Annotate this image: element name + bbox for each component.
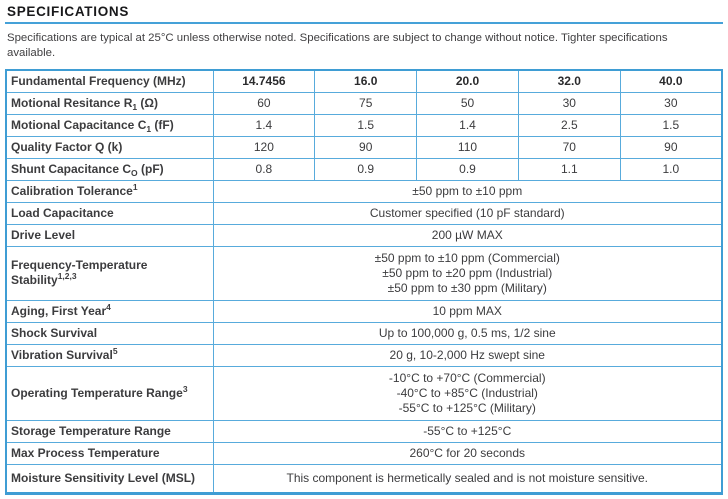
spec-value: 90 [619, 135, 723, 159]
spec-value: 110 [416, 135, 519, 159]
spec-value: 30 [619, 91, 723, 115]
spec-value: 120 [212, 135, 316, 159]
table-row-frequency-temperature-stability: Frequency-Temperature Stability1,2,3 ±50… [5, 245, 723, 301]
spec-label: Fundamental Frequency (MHz) [5, 69, 214, 93]
table-row-fundamental-frequency: Fundamental Frequency (MHz) 14.7456 16.0… [5, 69, 723, 93]
spec-value: Up to 100,000 g, 0.5 ms, 1/2 sine [212, 321, 723, 345]
table-row-storage-temperature-range: Storage Temperature Range -55°C to +125°… [5, 419, 723, 443]
footnote-ref: 1 [132, 181, 138, 192]
table-row-shunt-capacitance: Shunt Capacitance CO (pF) 0.8 0.9 0.9 1.… [5, 157, 723, 181]
spec-value: Customer specified (10 pF standard) [212, 201, 723, 225]
table-row-operating-temperature-range: Operating Temperature Range3 -10°C to +7… [5, 365, 723, 421]
table-row-moisture-sensitivity: Moisture Sensitivity Level (MSL) This co… [5, 463, 723, 494]
table-row-calibration-tolerance: Calibration Tolerance1 ±50 ppm to ±10 pp… [5, 179, 723, 203]
spec-label: Drive Level [5, 223, 214, 247]
page-title: SPECIFICATIONS [7, 4, 130, 19]
spec-value: 0.9 [314, 157, 418, 181]
spec-label: Max Process Temperature [5, 441, 214, 465]
spec-value: 200 µW MAX [212, 223, 723, 247]
spec-label: Vibration Survival5 [5, 343, 214, 367]
spec-value: 2.5 [517, 113, 621, 137]
subscript: 1 [132, 101, 138, 112]
spec-label: Quality Factor Q (k) [5, 135, 214, 159]
spec-label: Shock Survival [5, 321, 214, 345]
spec-value: -10°C to +70°C (Commercial) -40°C to +85… [212, 365, 723, 421]
spec-value: 32.0 [517, 69, 621, 93]
footnote-ref: 4 [106, 301, 111, 312]
table-row-motional-resistance: Motional Resitance R1 (Ω) 60 75 50 30 30 [5, 91, 723, 115]
spec-value: ±50 ppm to ±10 ppm (Commercial) ±50 ppm … [212, 245, 723, 301]
spec-label: Motional Resitance R1 (Ω) [5, 91, 214, 115]
spec-value: 20.0 [416, 69, 519, 93]
spec-label: Storage Temperature Range [5, 419, 214, 443]
spec-value: 10 ppm MAX [212, 299, 723, 323]
spec-value: This component is hermetically sealed an… [212, 463, 723, 494]
table-row-vibration-survival: Vibration Survival5 20 g, 10-2,000 Hz sw… [5, 343, 723, 367]
spec-label: Motional Capacitance C1 (fF) [5, 113, 214, 137]
spec-value: 1.1 [517, 157, 621, 181]
spec-value: 260°C for 20 seconds [212, 441, 723, 465]
spec-label: Shunt Capacitance CO (pF) [5, 157, 214, 181]
table-row-shock-survival: Shock Survival Up to 100,000 g, 0.5 ms, … [5, 321, 723, 345]
spec-label: Calibration Tolerance1 [5, 179, 214, 203]
spec-value: 1.4 [212, 113, 316, 137]
spec-value: ±50 ppm to ±10 ppm [212, 179, 723, 203]
title-rule [5, 22, 723, 24]
specifications-table: Fundamental Frequency (MHz) 14.7456 16.0… [5, 68, 723, 495]
table-row-load-capacitance: Load Capacitance Customer specified (10 … [5, 201, 723, 225]
table-row-max-process-temperature: Max Process Temperature 260°C for 20 sec… [5, 441, 723, 465]
spec-value: 90 [314, 135, 418, 159]
subscript: O [131, 167, 138, 178]
spec-value: 1.5 [619, 113, 723, 137]
table-row-aging-first-year: Aging, First Year4 10 ppm MAX [5, 299, 723, 323]
spec-value: 1.5 [314, 113, 418, 137]
spec-value: 60 [212, 91, 316, 115]
footnote-ref: 3 [182, 383, 188, 394]
spec-label: Operating Temperature Range3 [5, 365, 214, 421]
spec-value: 70 [517, 135, 621, 159]
spec-label: Aging, First Year4 [5, 299, 214, 323]
spec-value: 0.9 [416, 157, 519, 181]
spec-label: Frequency-Temperature Stability1,2,3 [5, 245, 214, 301]
spec-value: 16.0 [314, 69, 418, 93]
spec-value: 50 [416, 91, 519, 115]
intro-text: Specifications are typical at 25°C unles… [7, 32, 668, 59]
spec-value: 40.0 [619, 69, 723, 93]
spec-value: 1.0 [619, 157, 723, 181]
table-row-motional-capacitance: Motional Capacitance C1 (fF) 1.4 1.5 1.4… [5, 113, 723, 137]
spec-label: Load Capacitance [5, 201, 214, 225]
spec-value: -55°C to +125°C [212, 419, 723, 443]
spec-value: 75 [314, 91, 418, 115]
table-row-quality-factor: Quality Factor Q (k) 120 90 110 70 90 [5, 135, 723, 159]
table-row-drive-level: Drive Level 200 µW MAX [5, 223, 723, 247]
spec-value: 30 [517, 91, 621, 115]
spec-value: 14.7456 [212, 69, 316, 93]
footnote-ref: 1,2,3 [57, 271, 77, 282]
spec-label: Moisture Sensitivity Level (MSL) [5, 463, 214, 494]
footnote-ref: 5 [112, 345, 118, 356]
spec-value: 0.8 [212, 157, 316, 181]
subscript: 1 [146, 123, 152, 134]
spec-value: 1.4 [416, 113, 519, 137]
spec-value: 20 g, 10-2,000 Hz swept sine [212, 343, 723, 367]
